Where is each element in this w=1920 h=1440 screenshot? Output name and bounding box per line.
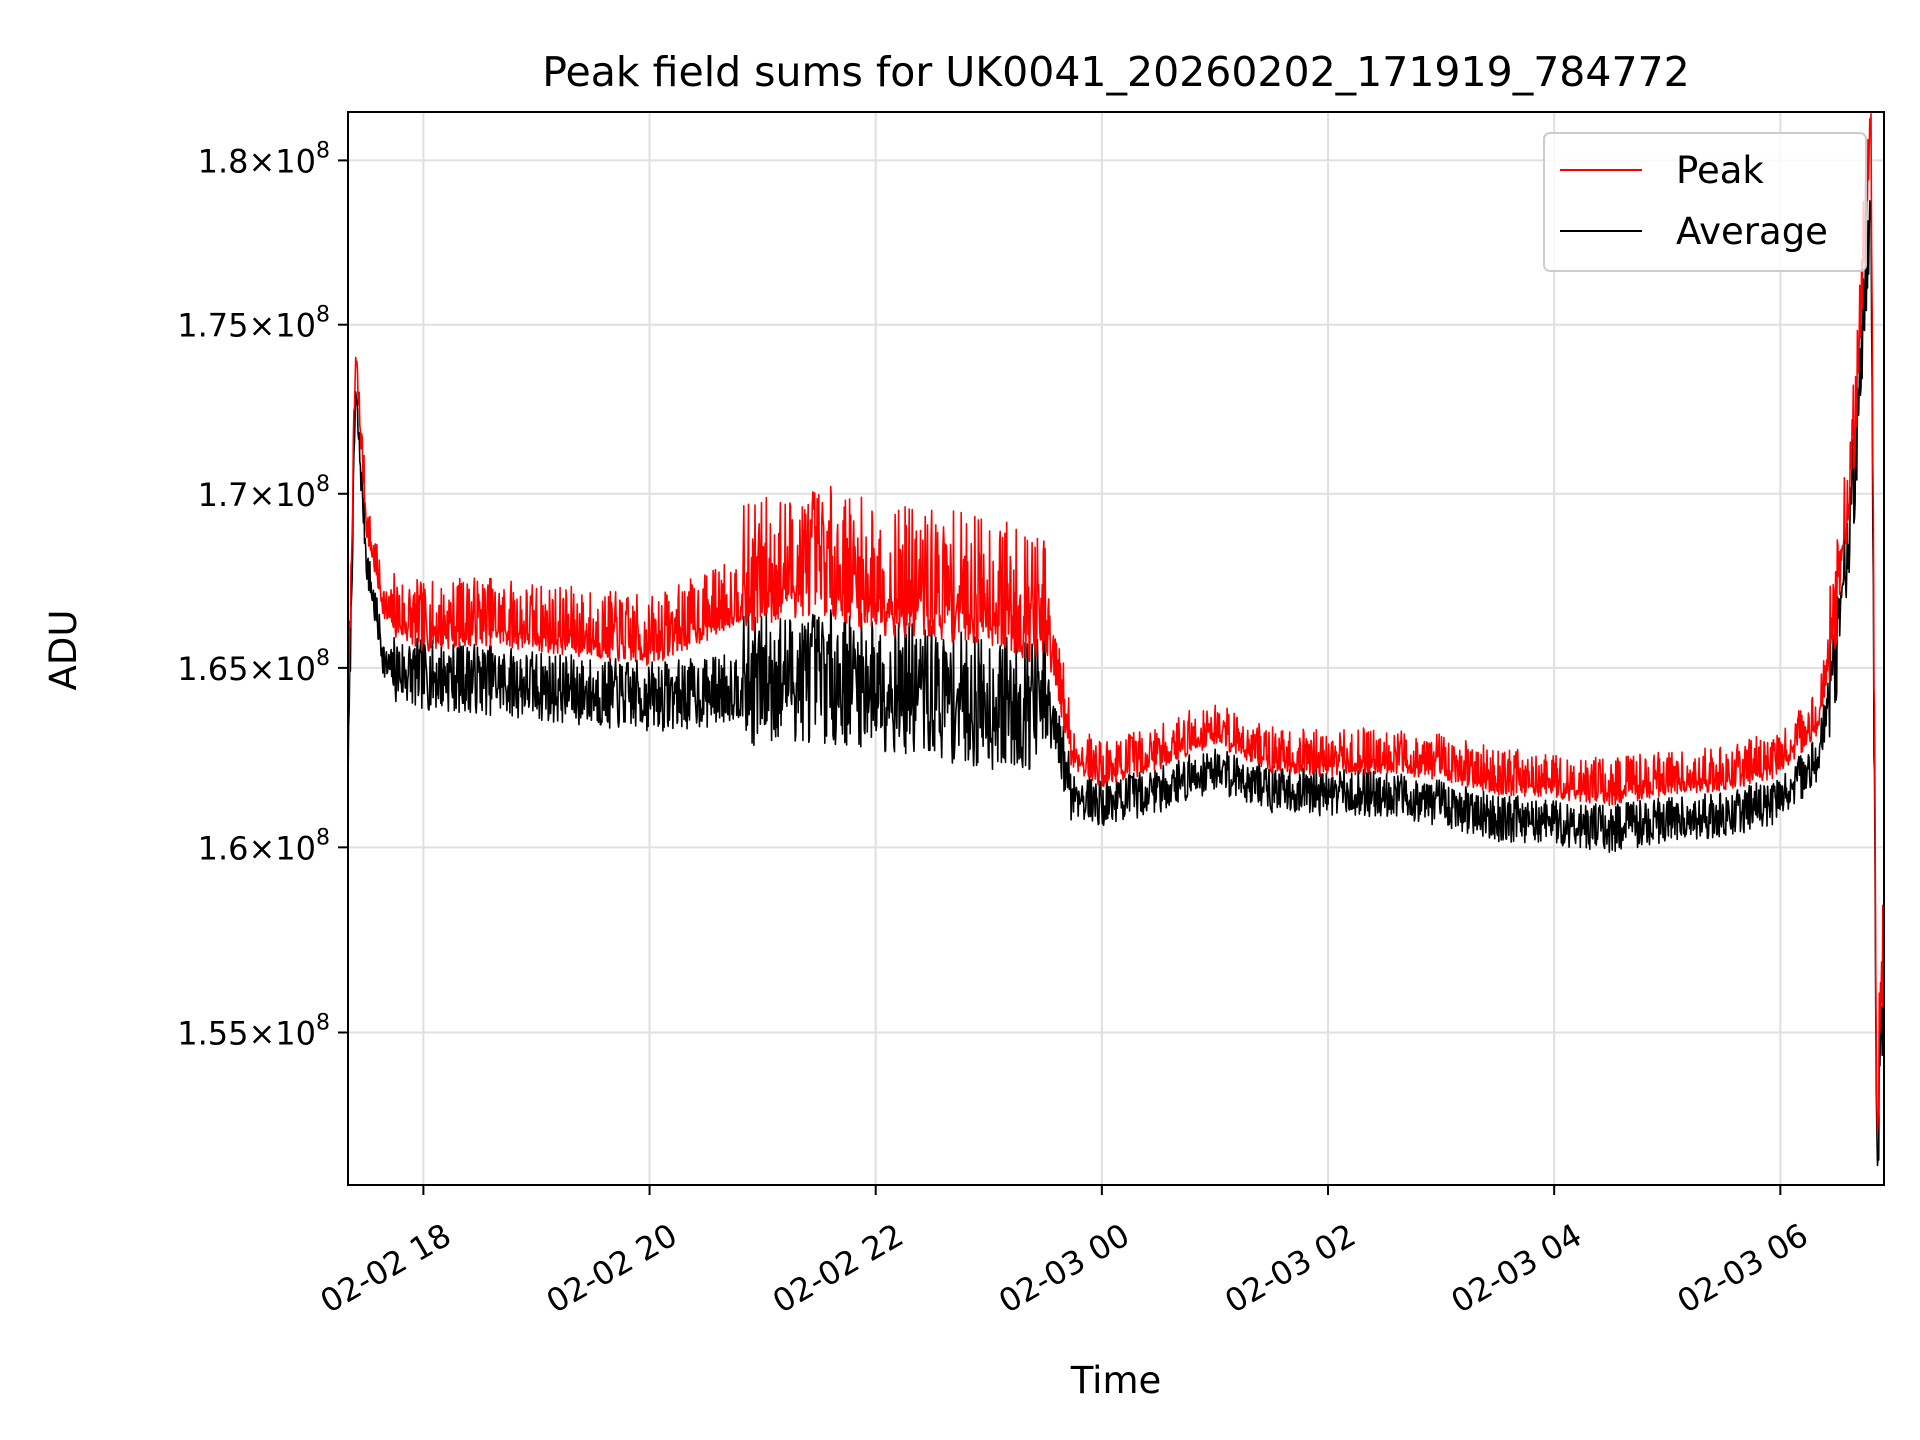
y-tick-label: 1.8×108 (198, 138, 330, 180)
legend-box (1543, 132, 1867, 272)
x-tick-label: 02-03 06 (1671, 1216, 1815, 1321)
series-line-peak (347, 113, 1885, 1133)
legend: Peak Average (1543, 132, 1867, 272)
chart-title: Peak field sums for UK0041_20260202_1719… (542, 48, 1689, 96)
plot-frame (347, 111, 1885, 1186)
x-tick-label: 02-02 20 (540, 1216, 684, 1321)
x-tick-label: 02-03 02 (1218, 1216, 1362, 1321)
y-tick-label: 1.75×108 (177, 303, 330, 345)
y-axis-label: ADU (42, 610, 85, 691)
y-axis: 1.55×108 1.6×108 1.65×108 1.7×108 1.75×108 1.… (177, 138, 348, 1053)
y-tick-label: 1.7×108 (198, 472, 330, 514)
legend-label-average: Average (1676, 210, 1828, 253)
x-tick-label: 02-03 04 (1445, 1216, 1589, 1321)
y-tick-label: 1.6×108 (198, 825, 330, 867)
x-tick-label: 02-02 22 (766, 1216, 910, 1321)
series-layer (347, 113, 1885, 1167)
x-axis: 02-02 18 02-02 20 02-02 22 02-03 00 02-03 02… (314, 1185, 1815, 1321)
series-line-average (347, 200, 1885, 1167)
x-tick-label: 02-02 18 (314, 1216, 458, 1321)
y-tick-label: 1.65×108 (177, 646, 330, 688)
x-axis-label: Time (1070, 1359, 1162, 1402)
y-tick-label: 1.55×108 (177, 1011, 330, 1053)
x-tick-label: 02-03 00 (992, 1216, 1136, 1321)
legend-label-peak: Peak (1676, 149, 1764, 192)
